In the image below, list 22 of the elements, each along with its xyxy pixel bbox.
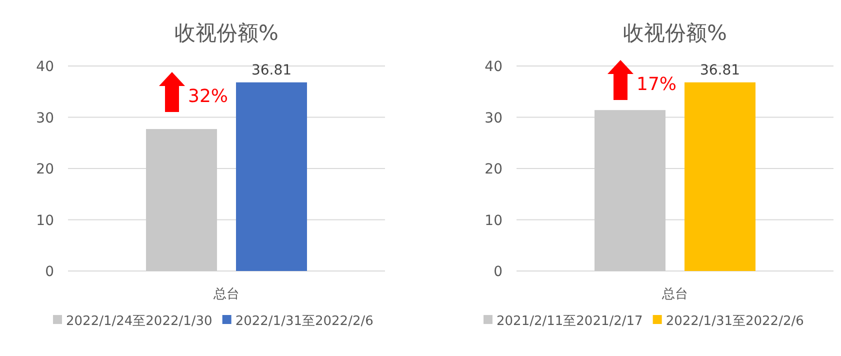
y-tick-label: 0 xyxy=(494,264,502,280)
legend-label: 2022/1/24至2022/1/30 xyxy=(66,314,212,329)
legend-label: 2022/1/31至2022/2/6 xyxy=(235,314,374,329)
y-tick-label: 30 xyxy=(484,110,502,126)
y-tick-label: 40 xyxy=(36,59,54,75)
legend-label: 2021/2/11至2021/2/17 xyxy=(496,314,643,329)
y-tick-label: 30 xyxy=(36,110,54,126)
y-tick-label: 40 xyxy=(484,59,502,75)
y-tick-label: 20 xyxy=(36,162,54,178)
annotation: 17% xyxy=(636,74,677,95)
x-tick-label: 总台 xyxy=(661,287,688,302)
chart-title: 收视份额% xyxy=(623,21,727,45)
legend-label: 2022/1/31至2022/2/6 xyxy=(666,314,804,329)
data-label: 36.81 xyxy=(700,62,740,78)
y-tick-label: 20 xyxy=(484,162,502,178)
data-label: 36.81 xyxy=(251,62,292,78)
chart-title: 收视份额% xyxy=(174,21,278,45)
annotation: 32% xyxy=(188,86,228,107)
x-tick-label: 总台 xyxy=(212,287,240,302)
y-tick-label: 10 xyxy=(36,212,54,229)
y-tick-label: 10 xyxy=(484,212,502,229)
y-tick-label: 0 xyxy=(45,264,54,280)
